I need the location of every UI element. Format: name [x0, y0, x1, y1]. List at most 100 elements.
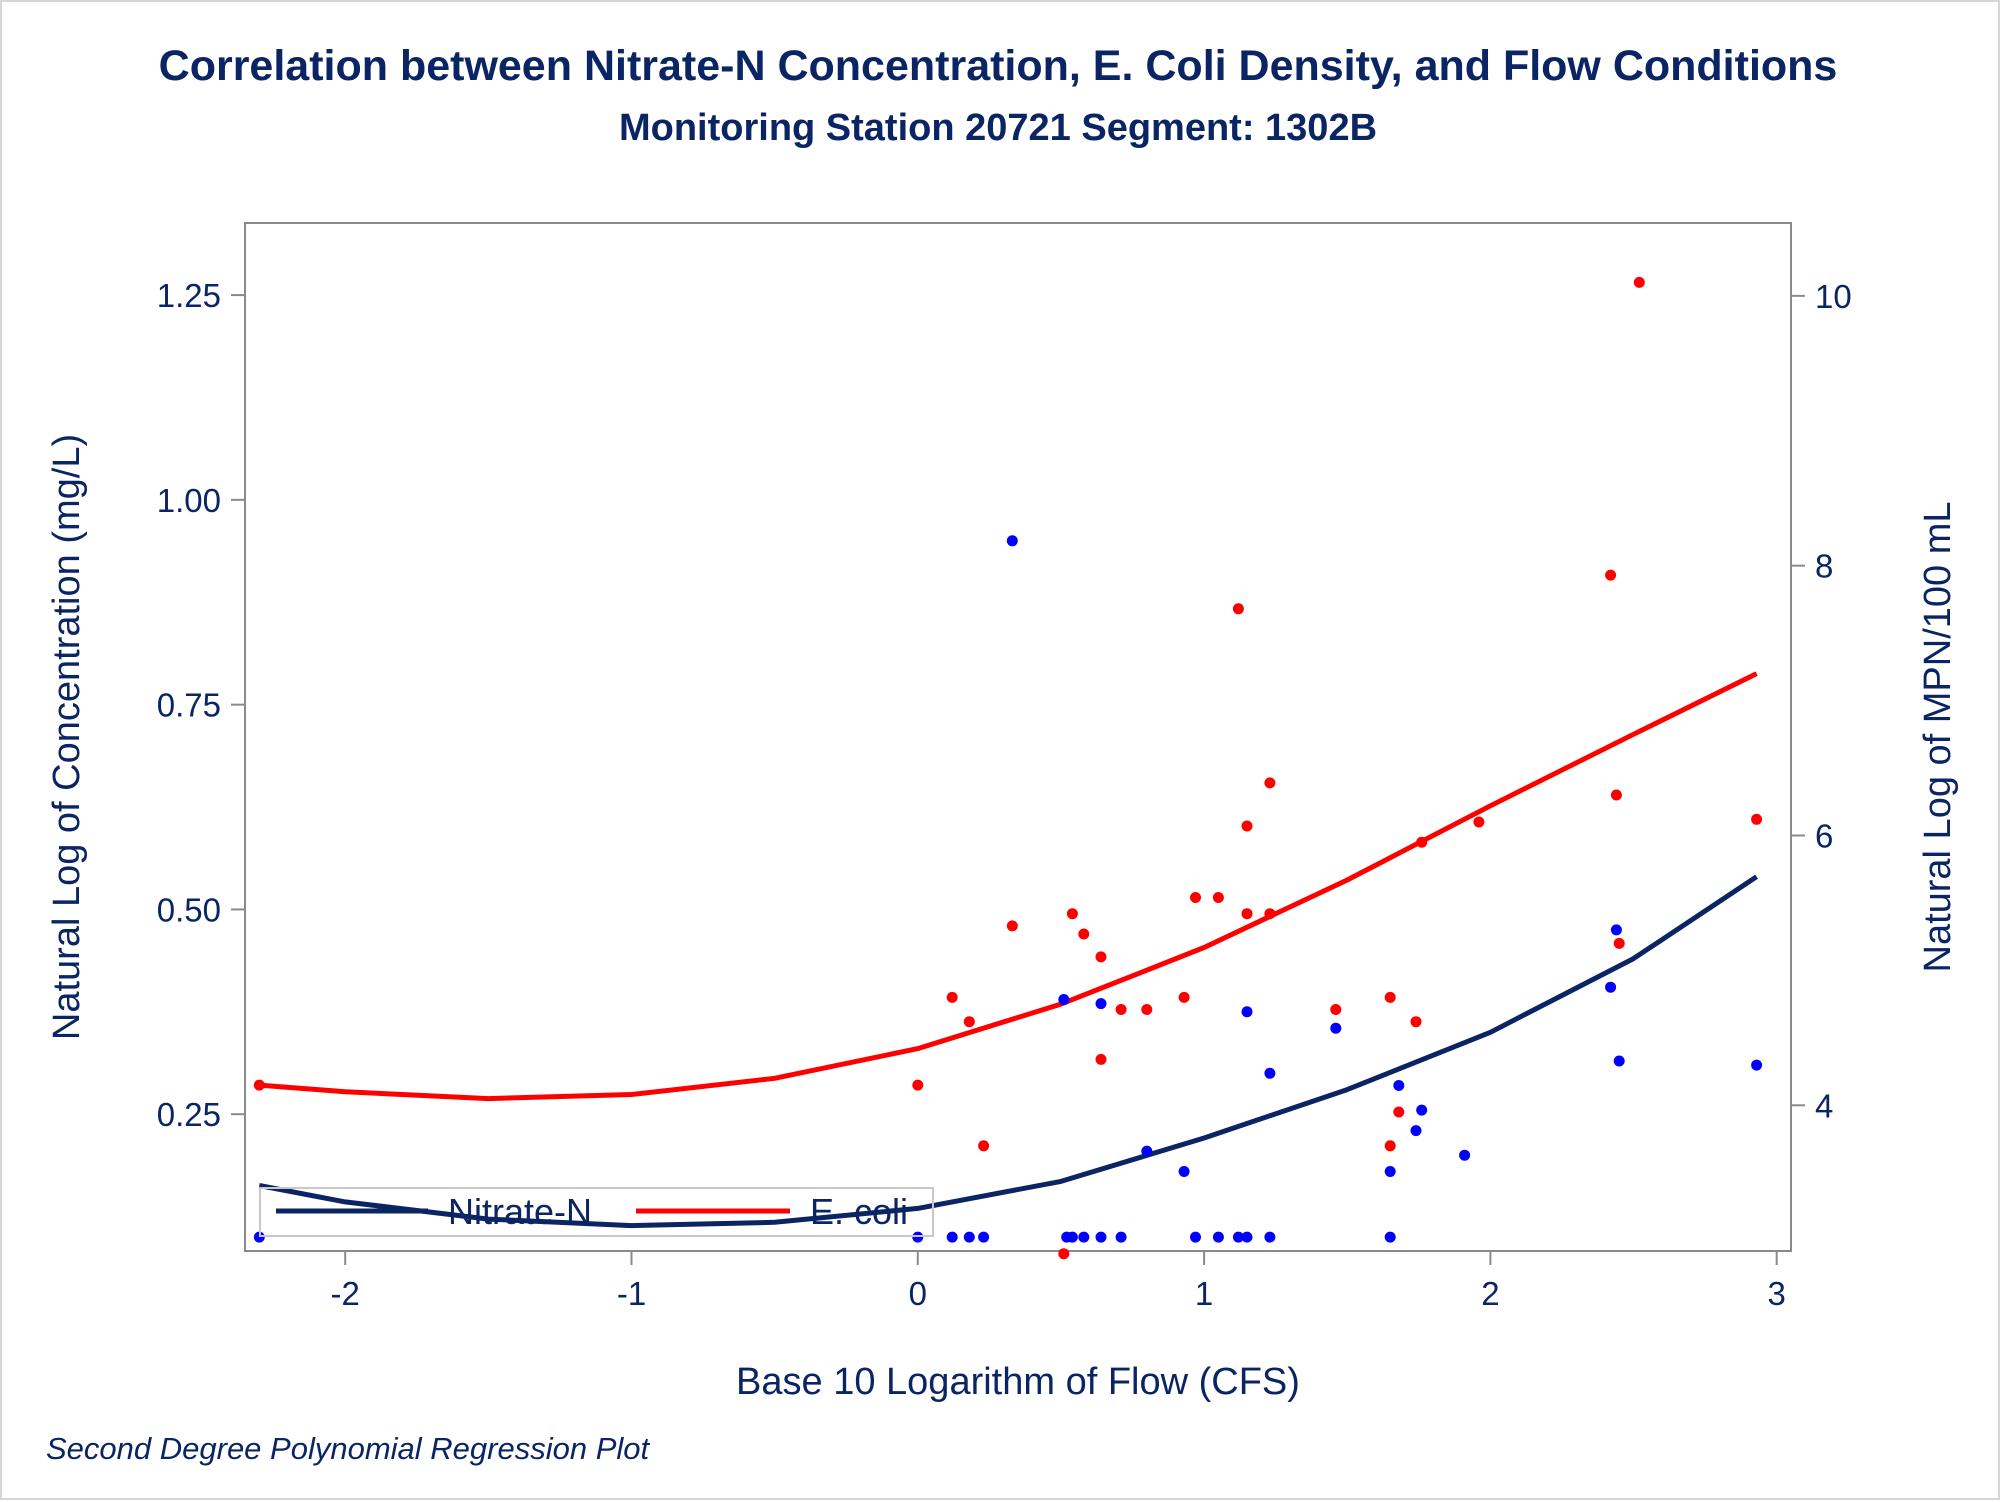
ecoli-point	[253, 1079, 265, 1091]
ecoli-point	[1212, 892, 1224, 903]
nitrate-point	[1095, 1231, 1107, 1243]
ecoli-point	[1330, 1004, 1342, 1015]
y-right-tick-label: 6	[1815, 817, 1833, 854]
ecoli-point	[1751, 813, 1763, 825]
y-left-tick-label: 1.25	[157, 277, 221, 314]
ecoli-point	[1095, 1053, 1107, 1065]
nitrate-point	[1613, 1055, 1625, 1067]
ecoli-point	[978, 1140, 990, 1152]
ecoli-point	[1416, 836, 1428, 848]
nitrate-point	[1264, 1067, 1276, 1079]
nitrate-point	[1605, 981, 1617, 993]
nitrate-point	[1384, 1166, 1396, 1177]
y-axis-right: 4 6 8 10	[1791, 278, 1852, 1124]
x-tick-label: 1	[1195, 1275, 1213, 1312]
nitrate-point	[1058, 994, 1070, 1005]
nitrate-point	[1610, 924, 1622, 936]
nitrate-point	[1006, 535, 1018, 547]
ecoli-point	[1241, 908, 1253, 920]
legend: Nitrate-N E. coli	[259, 1187, 934, 1237]
ecoli-point	[1115, 1004, 1127, 1015]
y-right-tick-label: 4	[1815, 1087, 1833, 1124]
chart-title: Correlation between Nitrate-N Concentrat…	[159, 42, 1838, 90]
nitrate-point	[1416, 1104, 1428, 1116]
ecoli-point	[1473, 816, 1485, 828]
nitrate-point	[963, 1231, 975, 1243]
x-tick-label: -1	[617, 1275, 646, 1312]
ecoli-point	[1078, 928, 1090, 940]
ecoli-point	[1384, 1140, 1396, 1152]
nitrate-point	[1078, 1231, 1090, 1243]
ecoli-point	[1095, 951, 1107, 963]
nitrate-point	[1410, 1125, 1422, 1137]
nitrate-point	[1178, 1166, 1190, 1177]
ecoli-point	[1610, 789, 1622, 801]
fit-line-nitrate	[258, 874, 1758, 1229]
data-points	[253, 276, 1763, 1260]
y-right-tick-label: 10	[1815, 278, 1852, 315]
ecoli-point	[1232, 603, 1244, 615]
ecoli-point	[1410, 1016, 1422, 1028]
nitrate-point	[1232, 1231, 1244, 1243]
nitrate-point	[1241, 1006, 1253, 1018]
nitrate-point	[912, 1231, 924, 1243]
x-axis: -2 -1 0 1 2 3	[331, 1251, 1786, 1312]
ecoli-point	[1264, 908, 1276, 920]
ecoli-point	[1633, 276, 1645, 288]
x-tick-label: 2	[1481, 1275, 1499, 1312]
footnote: Second Degree Polynomial Regression Plot	[46, 1431, 650, 1466]
y-axis-left: 0.25 0.50 0.75 1.00 1.25	[157, 277, 245, 1133]
ecoli-point	[1241, 820, 1253, 832]
nitrate-point	[1330, 1022, 1342, 1034]
fit-line-ecoli	[259, 671, 1758, 1102]
ecoli-point	[1384, 991, 1396, 1003]
ecoli-point	[1178, 991, 1190, 1003]
y-axis-left-label: Natural Log of Concentration (mg/L)	[46, 434, 88, 1040]
nitrate-point	[253, 1231, 265, 1243]
x-tick-label: -2	[331, 1275, 360, 1312]
nitrate-point	[1066, 1231, 1078, 1243]
nitrate-point	[978, 1231, 990, 1243]
nitrate-point	[1751, 1059, 1763, 1071]
chart-subtitle: Monitoring Station 20721 Segment: 1302B	[619, 107, 1377, 149]
y-right-tick-label: 8	[1815, 548, 1833, 585]
ecoli-point	[1006, 920, 1018, 932]
plot-area	[244, 222, 1792, 1252]
ecoli-point	[1613, 937, 1625, 949]
nitrate-point	[1384, 1231, 1396, 1243]
ecoli-point	[1264, 777, 1276, 789]
x-tick-label: 3	[1768, 1275, 1786, 1312]
y-left-tick-label: 0.75	[157, 687, 221, 724]
ecoli-point	[912, 1079, 924, 1091]
nitrate-point	[1393, 1080, 1405, 1091]
ecoli-point	[1066, 908, 1078, 920]
y-left-tick-label: 0.25	[157, 1096, 221, 1133]
legend-label-ecoli: E. coli	[810, 1191, 908, 1232]
y-axis-right-label: Natural Log of MPN/100 mL	[1917, 501, 1959, 972]
x-tick-label: 0	[909, 1275, 927, 1312]
nitrate-point	[1241, 1231, 1253, 1243]
nitrate-point	[1459, 1149, 1471, 1161]
nitrate-point	[1212, 1231, 1224, 1243]
x-axis-label: Base 10 Logarithm of Flow (CFS)	[736, 1361, 1300, 1403]
ecoli-point	[1058, 1248, 1070, 1260]
nitrate-point	[1264, 1231, 1276, 1243]
nitrate-point	[1095, 998, 1107, 1010]
ecoli-point	[963, 1016, 975, 1028]
ecoli-point	[1393, 1106, 1405, 1118]
regression-lines	[258, 671, 1758, 1229]
nitrate-point	[1115, 1231, 1127, 1243]
legend-box	[259, 1187, 934, 1237]
y-left-tick-label: 1.00	[157, 482, 221, 519]
ecoli-point	[1605, 569, 1617, 581]
ecoli-point	[946, 991, 958, 1003]
nitrate-point	[1141, 1145, 1153, 1157]
legend-label-nitrate: Nitrate-N	[448, 1191, 592, 1232]
nitrate-point	[1190, 1231, 1201, 1243]
y-left-tick-label: 0.50	[157, 891, 221, 928]
ecoli-point	[1190, 892, 1201, 903]
nitrate-point	[946, 1231, 958, 1243]
ecoli-point	[1141, 1004, 1153, 1015]
